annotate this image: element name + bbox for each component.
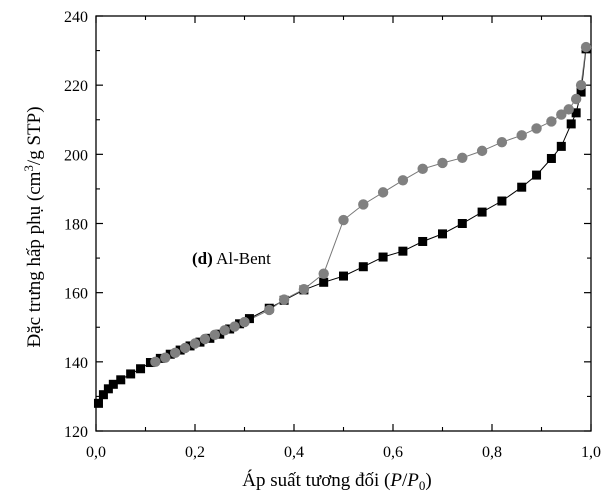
square-marker xyxy=(108,379,118,389)
square-marker xyxy=(319,277,329,287)
annotation-bold: (d) xyxy=(192,249,213,268)
square-marker xyxy=(497,196,507,206)
square-marker xyxy=(576,87,586,97)
circle-marker xyxy=(219,325,230,336)
x-tick-label: 0,6 xyxy=(383,444,403,461)
tick-labels: 0,0 0,2 0,4 0,6 0,8 1,0 120 140 160 180 200 220 240 xyxy=(64,9,601,461)
square-marker xyxy=(339,271,348,281)
x-tick-label: 1,0 xyxy=(581,444,601,461)
square-marker xyxy=(116,375,126,385)
circle-marker xyxy=(338,214,349,226)
y-tick-label: 220 xyxy=(64,78,88,95)
circle-marker xyxy=(531,123,542,134)
circle-marker xyxy=(580,41,592,53)
circle-marker xyxy=(278,294,290,305)
circle-marker xyxy=(179,342,191,354)
circle-marker xyxy=(160,352,171,363)
square-marker xyxy=(571,108,581,118)
square-marker xyxy=(175,345,185,355)
y-tick-label: 200 xyxy=(64,147,88,164)
square-marker xyxy=(378,252,388,262)
square-marker xyxy=(517,182,527,192)
circle-marker xyxy=(397,175,409,186)
circle-marker xyxy=(556,109,567,120)
circle-marker xyxy=(298,284,310,295)
y-axis-title: Đặc trưng hấp phụ (cm3/g STP) xyxy=(21,106,45,347)
square-marker xyxy=(136,364,146,374)
square-marker xyxy=(235,319,245,329)
square-marker xyxy=(103,384,113,394)
circle-marker xyxy=(170,347,181,359)
square-marker xyxy=(244,314,254,324)
circle-marker xyxy=(377,187,389,198)
square-marker xyxy=(477,207,487,217)
square-marker xyxy=(98,390,108,400)
square-marker xyxy=(532,170,542,180)
circle-marker xyxy=(150,356,161,368)
square-marker xyxy=(556,141,566,151)
square-marker xyxy=(546,153,556,163)
circle-marker xyxy=(358,199,369,210)
x-tick-label: 0,4 xyxy=(284,444,304,461)
x-tick-label: 0,8 xyxy=(482,444,502,461)
square-marker xyxy=(438,229,447,239)
circle-marker xyxy=(516,130,527,141)
square-marker xyxy=(418,236,428,246)
circle-marker xyxy=(546,116,557,127)
square-marker xyxy=(566,119,576,129)
circle-marker xyxy=(570,93,582,105)
x-axis-title: Áp suất tương đối (P/P0) xyxy=(242,469,431,493)
circle-marker xyxy=(189,338,201,349)
square-marker xyxy=(126,369,136,379)
y-tick-label: 160 xyxy=(64,286,88,303)
circle-marker xyxy=(199,333,211,345)
circle-marker xyxy=(209,329,220,341)
circle-marker xyxy=(318,268,329,279)
circle-marker xyxy=(496,137,508,148)
square-marker xyxy=(457,219,467,228)
x-tick-label: 0,0 xyxy=(86,444,106,461)
circle-marker xyxy=(476,145,488,157)
circle-marker xyxy=(575,79,587,91)
x-tick-label: 0,2 xyxy=(185,444,205,461)
circle-marker xyxy=(417,163,428,175)
series-annotation: (d) Al-Bent xyxy=(192,249,271,268)
circle-marker xyxy=(457,152,468,163)
square-marker xyxy=(358,262,368,272)
y-tick-label: 120 xyxy=(64,424,88,441)
series-1-line xyxy=(155,47,587,363)
annotation-text: Al-Bent xyxy=(213,249,271,268)
circle-marker xyxy=(264,304,275,316)
y-tick-label: 180 xyxy=(64,217,88,234)
axis-ticks xyxy=(95,15,592,432)
y-tick-label: 240 xyxy=(64,9,88,26)
square-marker xyxy=(398,246,408,256)
circle-marker xyxy=(563,104,574,115)
y-tick-label: 140 xyxy=(64,355,88,372)
series-markers xyxy=(93,41,592,408)
circle-marker xyxy=(229,321,240,332)
square-marker xyxy=(185,341,195,351)
circle-marker xyxy=(437,157,448,169)
circle-marker xyxy=(239,316,250,328)
square-marker xyxy=(93,398,103,408)
